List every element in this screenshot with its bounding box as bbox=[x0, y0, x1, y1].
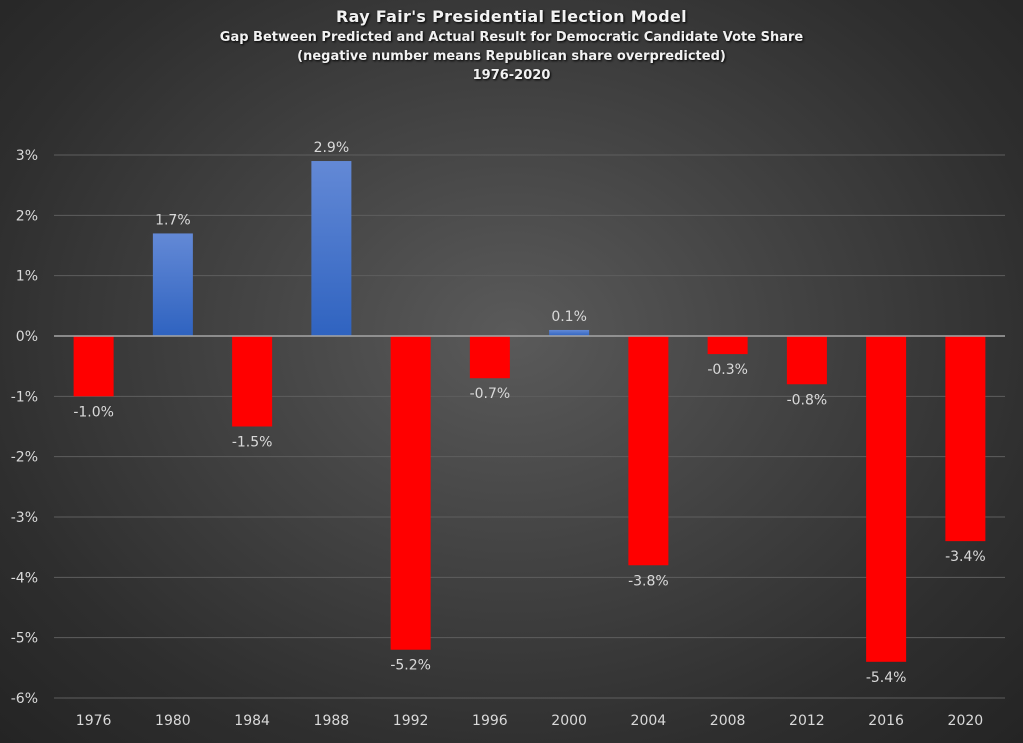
x-tick-label: 1984 bbox=[234, 713, 270, 729]
bar-1992 bbox=[390, 336, 431, 650]
y-tick-label: -5% bbox=[11, 631, 38, 647]
data-label: -0.3% bbox=[707, 362, 748, 378]
chart-subtitle-years: 1976-2020 bbox=[472, 68, 551, 83]
data-label: 1.7% bbox=[155, 212, 191, 228]
data-label: -3.4% bbox=[945, 549, 986, 565]
chart-title: Ray Fair's Presidential Election Model bbox=[336, 7, 687, 26]
data-label: 2.9% bbox=[314, 140, 350, 156]
chart-subtitle: Gap Between Predicted and Actual Result … bbox=[219, 30, 804, 45]
x-tick-label: 1996 bbox=[472, 713, 508, 729]
data-label: -3.8% bbox=[628, 573, 669, 589]
bar-2020 bbox=[945, 336, 986, 542]
data-label: -1.5% bbox=[232, 435, 273, 451]
y-tick-label: 0% bbox=[16, 329, 38, 345]
y-tick-label: 3% bbox=[16, 148, 38, 164]
data-label: -5.4% bbox=[866, 670, 907, 686]
data-label: -0.8% bbox=[787, 392, 828, 408]
y-tick-label: -4% bbox=[11, 570, 38, 586]
x-tick-label: 1976 bbox=[76, 713, 112, 729]
bar-1976 bbox=[73, 336, 114, 397]
data-label: 0.1% bbox=[551, 309, 587, 325]
y-tick-label: 2% bbox=[16, 208, 38, 224]
x-tick-label: 1988 bbox=[314, 713, 350, 729]
bar-2004 bbox=[628, 336, 669, 566]
bar-2008 bbox=[707, 336, 748, 355]
x-tick-label: 1992 bbox=[393, 713, 429, 729]
x-tick-label: 2008 bbox=[710, 713, 746, 729]
y-tick-label: -6% bbox=[11, 691, 38, 707]
y-tick-label: -2% bbox=[11, 450, 38, 466]
bar-2016 bbox=[866, 336, 907, 662]
bar-2000 bbox=[549, 329, 590, 336]
chart-titles: Ray Fair's Presidential Election Model G… bbox=[0, 6, 1023, 85]
x-tick-label: 2012 bbox=[789, 713, 825, 729]
x-tick-label: 2020 bbox=[948, 713, 984, 729]
data-label: -0.7% bbox=[470, 386, 511, 402]
bar-1980 bbox=[152, 233, 193, 336]
y-tick-label: 1% bbox=[16, 269, 38, 285]
chart-subtitle-note: (negative number means Republican share … bbox=[297, 49, 726, 64]
data-label: -1.0% bbox=[73, 404, 114, 420]
data-label: -5.2% bbox=[390, 658, 431, 674]
y-tick-label: -1% bbox=[11, 389, 38, 405]
bar-1996 bbox=[469, 336, 510, 379]
bar-2012 bbox=[786, 336, 827, 385]
y-tick-label: -3% bbox=[11, 510, 38, 526]
x-tick-label: 1980 bbox=[155, 713, 191, 729]
x-tick-label: 2004 bbox=[631, 713, 667, 729]
x-tick-label: 2000 bbox=[551, 713, 587, 729]
bar-1988 bbox=[311, 161, 352, 336]
x-tick-label: 2016 bbox=[868, 713, 904, 729]
bar-1984 bbox=[232, 336, 273, 427]
